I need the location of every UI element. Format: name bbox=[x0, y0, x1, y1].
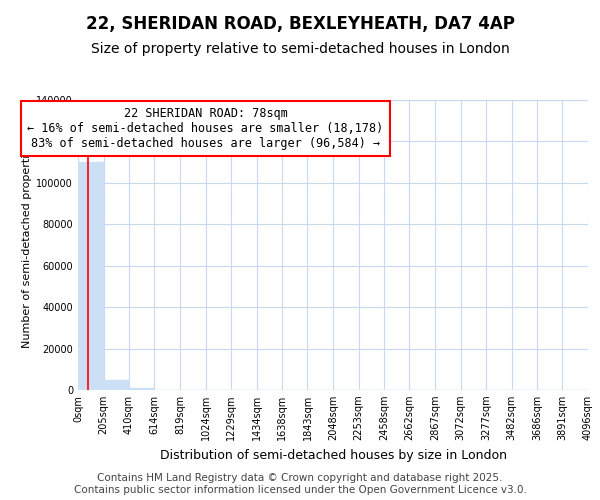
X-axis label: Distribution of semi-detached houses by size in London: Distribution of semi-detached houses by … bbox=[160, 449, 506, 462]
Bar bbox=[104, 380, 129, 390]
Bar bbox=[129, 388, 154, 390]
Bar bbox=[78, 162, 104, 390]
Text: 22, SHERIDAN ROAD, BEXLEYHEATH, DA7 4AP: 22, SHERIDAN ROAD, BEXLEYHEATH, DA7 4AP bbox=[86, 15, 514, 33]
Text: Contains HM Land Registry data © Crown copyright and database right 2025.
Contai: Contains HM Land Registry data © Crown c… bbox=[74, 474, 526, 495]
Text: Size of property relative to semi-detached houses in London: Size of property relative to semi-detach… bbox=[91, 42, 509, 56]
Y-axis label: Number of semi-detached properties: Number of semi-detached properties bbox=[22, 142, 32, 348]
Text: 22 SHERIDAN ROAD: 78sqm
← 16% of semi-detached houses are smaller (18,178)
83% o: 22 SHERIDAN ROAD: 78sqm ← 16% of semi-de… bbox=[28, 108, 383, 150]
